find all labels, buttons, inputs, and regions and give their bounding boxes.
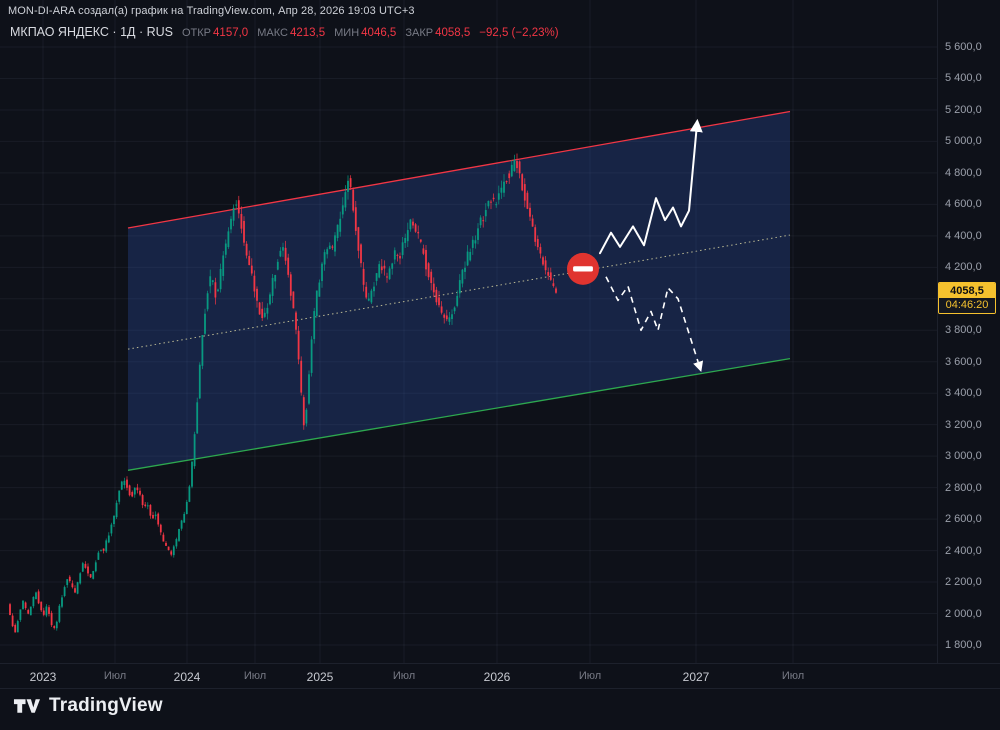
price-axis[interactable]: 5 600,0 5 400,0 5 200,0 5 000,0 4 800,0 4 600…: [937, 0, 1000, 663]
legend-field-high: МАКС 4213,5: [257, 27, 326, 39]
price-tick-label: 1 800,0: [945, 639, 982, 651]
price-tick-label: 3 200,0: [945, 418, 982, 431]
symbol-title[interactable]: МКПАО ЯНДЕКС · 1Д · RUS: [10, 25, 173, 39]
candlestick-series: [9, 153, 557, 633]
time-tick-label: 2024: [173, 670, 201, 684]
time-tick-label: Июл: [781, 670, 805, 682]
projection-up-arrow[interactable]: [599, 118, 703, 255]
time-tick-label: 2027: [682, 670, 710, 684]
time-axis[interactable]: 2023 Июл 2024 Июл 2025 Июл 2026 Июл 2027 Июл: [0, 663, 1000, 689]
price-tick-label: 4 200,0: [945, 261, 982, 274]
last-price-label: 4058,5 04:46:20: [938, 281, 996, 314]
symbol-legend[interactable]: МКПАО ЯНДЕКС · 1Д · RUS ОТКР 4157,0 МАКС…: [10, 25, 559, 39]
tradingview-wordmark[interactable]: TradingView: [49, 695, 163, 716]
footer-bar: TradingView: [13, 694, 163, 718]
price-tick-label: 3 400,0: [945, 387, 982, 400]
price-tick-label: 3 800,0: [945, 324, 982, 337]
price-tick-label: 3 600,0: [945, 355, 982, 368]
tradingview-logo-icon[interactable]: [13, 694, 40, 718]
price-tick-label: 4 400,0: [945, 229, 982, 242]
last-price-value: 4058,5: [939, 282, 995, 298]
legend-field-close: ЗАКР 4058,5: [405, 27, 471, 39]
time-tick-label: 2023: [29, 670, 57, 684]
time-tick-label: 2026: [483, 670, 511, 684]
legend-change: −92,5 (−2,23%): [479, 27, 559, 39]
time-tick-label: Июл: [392, 670, 416, 682]
price-tick-label: 2 200,0: [945, 576, 982, 589]
bar-countdown: 04:46:20: [939, 297, 995, 313]
time-tick-label: Июл: [243, 670, 267, 682]
price-tick-label: 5 600,0: [945, 41, 982, 53]
price-tick-label: 2 000,0: [945, 607, 982, 620]
legend-field-open: ОТКР 4157,0: [182, 27, 249, 39]
price-tick-label: 4 600,0: [945, 198, 982, 211]
price-tick-label: 5 400,0: [945, 72, 982, 85]
price-tick-label: 5 000,0: [945, 135, 982, 148]
price-tick-label: 5 200,0: [945, 103, 982, 116]
grid-lines: [0, 0, 937, 663]
time-tick-label: Июл: [578, 670, 602, 682]
price-tick-label: 3 000,0: [945, 450, 982, 463]
price-tick-label: 2 800,0: [945, 481, 982, 494]
no-entry-sign-icon[interactable]: [567, 252, 599, 285]
time-tick-label: Июл: [103, 670, 127, 682]
legend-field-low: МИН 4046,5: [334, 27, 397, 39]
price-tick-label: 2 600,0: [945, 513, 982, 526]
projection-down-arrow[interactable]: [605, 276, 704, 372]
price-tick-label: 2 400,0: [945, 544, 982, 557]
time-tick-label: 2025: [306, 670, 334, 684]
price-tick-label: 4 800,0: [945, 166, 982, 179]
attribution-text: MON-DI-ARA создал(а) график на TradingVi…: [8, 5, 415, 17]
